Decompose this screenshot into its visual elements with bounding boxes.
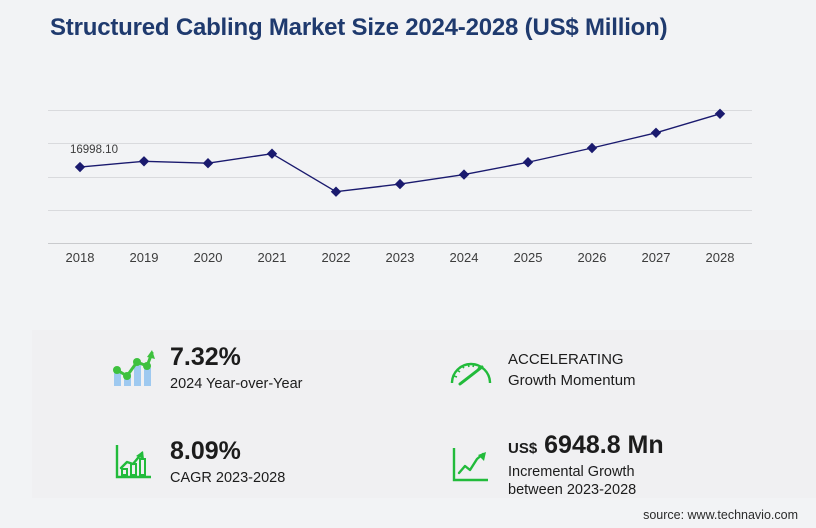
stat-text: ACCELERATING Growth Momentum <box>508 349 636 391</box>
chart-data-label: 16998.10 <box>70 144 118 157</box>
stat-headline-2: Growth Momentum <box>508 372 636 389</box>
bar-line-growth-icon <box>110 346 156 390</box>
stat-value: 8.09% <box>170 437 241 465</box>
chart-plot-area <box>48 108 752 244</box>
x-axis-tick: 2022 <box>321 250 351 265</box>
x-axis-tick: 2027 <box>641 250 671 265</box>
chart-data-point <box>266 148 278 159</box>
chart-data-point <box>330 186 342 197</box>
stat-sublabel-1: Incremental Growth <box>508 463 635 480</box>
stat-text: 8.09% CAGR 2023-2028 <box>170 437 286 487</box>
stat-incremental-growth: US$ 6948.8 Mn Incremental Growth between… <box>448 431 664 499</box>
line-chart: 2018 2019 2020 2021 2022 2023 2024 2025 2026 2027… <box>0 95 816 280</box>
x-axis-tick: 2026 <box>577 250 607 265</box>
stat-unit: US$ <box>508 440 538 457</box>
trend-up-icon <box>448 443 494 487</box>
stat-growth-momentum: ACCELERATING Growth Momentum <box>448 348 636 392</box>
chart-gridline <box>48 143 752 145</box>
x-axis-tick: 2028 <box>705 250 735 265</box>
x-axis-line <box>48 243 752 244</box>
stat-sublabel: CAGR 2023-2028 <box>170 469 286 486</box>
source-label: source: www.technavio.com <box>643 508 798 522</box>
chart-gridline <box>48 176 752 178</box>
stat-text: US$ 6948.8 Mn Incremental Growth between… <box>508 431 664 499</box>
chart-data-point <box>714 108 726 119</box>
chart-gridline <box>48 209 752 211</box>
chart-data-point <box>394 178 406 190</box>
chart-gridline <box>48 110 752 111</box>
x-axis-tick: 2024 <box>449 250 479 265</box>
chart-data-point <box>458 169 470 180</box>
chart-data-point <box>650 127 662 138</box>
speedometer-icon <box>448 348 494 392</box>
x-axis-tick: 2025 <box>513 250 543 265</box>
chart-series-line <box>74 108 726 197</box>
stat-sublabel-2: between 2023-2028 <box>508 481 637 498</box>
x-axis-tick: 2018 <box>65 250 95 265</box>
stat-headline: ACCELERATING <box>508 351 624 368</box>
stat-sublabel: 2024 Year-over-Year <box>170 375 303 392</box>
chart-data-point <box>586 142 598 154</box>
chart-data-point <box>74 161 86 173</box>
stat-cagr: 8.09% CAGR 2023-2028 <box>110 437 286 487</box>
page-title: Structured Cabling Market Size 2024-2028… <box>50 14 668 41</box>
stat-value: US$ 6948.8 Mn <box>508 431 664 460</box>
x-axis-tick: 2021 <box>257 250 287 265</box>
x-axis-tick: 2023 <box>385 250 415 265</box>
chart-data-point <box>138 156 150 167</box>
chart-data-point <box>202 158 214 169</box>
cagr-bar-chart-icon <box>110 440 156 484</box>
chart-data-point <box>522 157 534 168</box>
stat-text: 7.32% 2024 Year-over-Year <box>170 343 303 393</box>
stat-year-over-year: 7.32% 2024 Year-over-Year <box>110 343 303 393</box>
stat-value: 7.32% <box>170 343 241 371</box>
x-axis-tick: 2019 <box>129 250 159 265</box>
stats-panel <box>32 330 816 498</box>
stat-amount: 6948.8 Mn <box>544 431 664 459</box>
x-axis-tick: 2020 <box>193 250 223 265</box>
